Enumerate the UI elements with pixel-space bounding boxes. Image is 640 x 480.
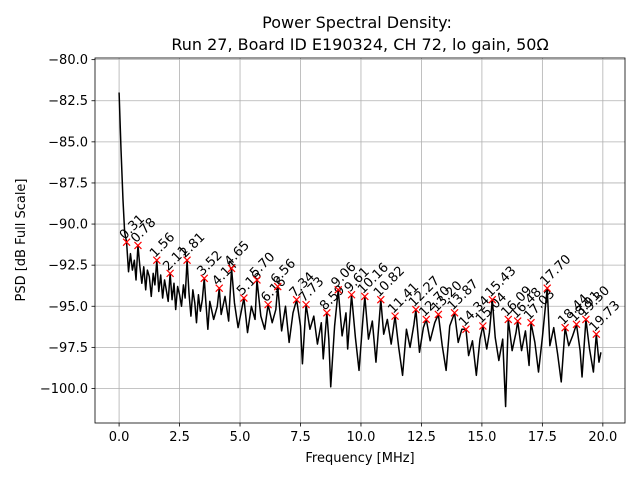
x-axis-label: Frequency [MHz] xyxy=(305,451,414,466)
peak-marker xyxy=(411,305,420,314)
y-tick-label: −87.5 xyxy=(48,176,88,191)
peak-marker xyxy=(572,320,581,329)
y-tick-label: −95.0 xyxy=(48,300,88,315)
x-tick-label: 7.5 xyxy=(290,430,311,445)
x-tick-label: 12.5 xyxy=(407,430,436,445)
peak-marker xyxy=(422,315,431,324)
y-tick-label: −92.5 xyxy=(48,259,88,274)
peak-marker xyxy=(450,308,459,317)
peak-marker xyxy=(543,284,552,293)
peak-marker xyxy=(434,310,443,319)
x-tick-label: 10.0 xyxy=(346,430,375,445)
peak-marker xyxy=(527,318,535,327)
x-tick-label: 15.0 xyxy=(467,430,496,445)
y-tick-label: −82.5 xyxy=(48,94,88,109)
peak-marker xyxy=(152,256,161,265)
x-tick-label: 20.0 xyxy=(588,430,617,445)
y-tick-label: −85.0 xyxy=(48,135,88,150)
peak-marker xyxy=(215,284,224,293)
peak-marker xyxy=(488,295,497,304)
y-tick-label: −80.0 xyxy=(48,53,88,68)
peak-marker xyxy=(561,323,570,332)
chart-title: Run 27, Board ID E190324, CH 72, lo gain… xyxy=(171,35,548,54)
x-tick-label: 17.5 xyxy=(528,430,557,445)
x-tick-label: 0.0 xyxy=(109,430,130,445)
peak-marker xyxy=(200,274,209,283)
peak-marker xyxy=(302,300,310,309)
peak-marker xyxy=(264,300,273,309)
peak-marker xyxy=(227,264,236,273)
peak-marker xyxy=(273,282,282,291)
plot-frame xyxy=(94,57,626,424)
peak-marker xyxy=(322,308,331,317)
y-tick-label: −97.5 xyxy=(48,341,88,356)
peak-label: 2.81 xyxy=(177,230,208,261)
peak-marker xyxy=(253,276,261,284)
peak-marker xyxy=(347,290,356,299)
peak-label: 4.65 xyxy=(222,238,253,269)
peak-marker xyxy=(134,241,142,250)
peak-marker xyxy=(376,295,385,304)
peak-marker xyxy=(334,285,343,294)
peak-marker xyxy=(478,322,487,330)
peak-marker xyxy=(581,315,590,324)
peak-marker xyxy=(166,269,175,278)
y-tick-label: −100.0 xyxy=(40,382,88,397)
peak-marker xyxy=(592,330,601,339)
peak-marker xyxy=(239,294,248,302)
y-tick-label: −90.0 xyxy=(48,218,88,233)
x-tick-label: 5.0 xyxy=(230,430,251,445)
peak-marker xyxy=(183,256,191,265)
y-axis-label: PSD [dB Full Scale] xyxy=(14,178,29,301)
peak-label: 17.70 xyxy=(537,252,574,289)
peak-marker xyxy=(360,292,369,301)
peak-marker xyxy=(292,295,301,304)
chart-title: Power Spectral Density: xyxy=(262,13,452,32)
peak-marker xyxy=(513,317,522,325)
peak-marker xyxy=(462,325,470,334)
x-tick-label: 2.5 xyxy=(169,430,190,445)
peak-marker xyxy=(504,315,513,324)
peak-marker xyxy=(391,312,399,321)
peak-marker xyxy=(122,238,131,247)
